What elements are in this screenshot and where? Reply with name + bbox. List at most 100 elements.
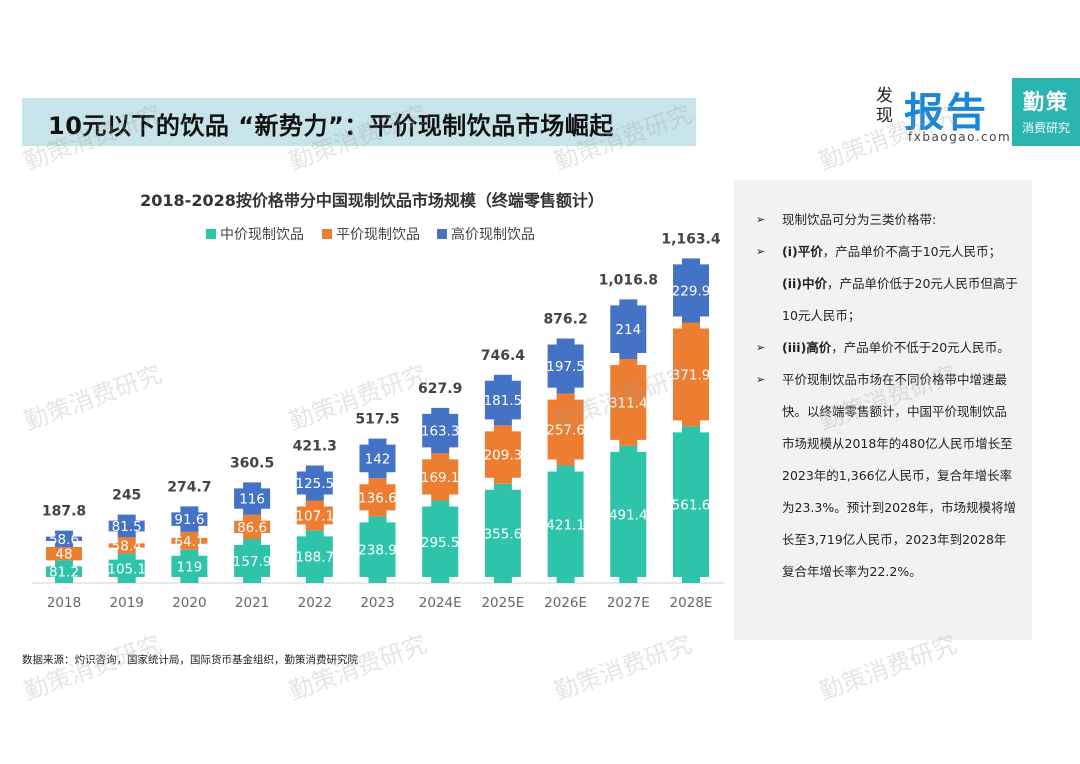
bar-segment-2 (484, 374, 521, 426)
fxbaogao-logo[interactable]: 发现 报告 fxbaogao.com (876, 80, 1010, 150)
x-tick-label: 2022 (298, 595, 332, 611)
bar-segment-0 (171, 549, 208, 583)
legend-swatch-0 (206, 229, 216, 239)
bar-segment-1 (422, 453, 459, 501)
data-label: 209.3 (484, 448, 523, 464)
side-note: ➢ 平价现制饮品市场在不同价格带中增速最快。以终端零售额计，中国平价现制饮品市场规… (756, 364, 1018, 588)
chart-title: 2018-2028按价格带分中国现制饮品市场规模（终端零售额计） (140, 191, 604, 210)
bar-segment-2 (234, 482, 271, 515)
total-label: 1,163.4 (661, 231, 721, 247)
data-label: 229.9 (672, 283, 711, 299)
data-label: 295.5 (421, 535, 460, 551)
bar-segment-0 (673, 426, 709, 583)
qince-logo-line1: 勤策 (1023, 90, 1069, 114)
bar-segment-0 (610, 445, 647, 583)
side-notes-list: ➢ 现制饮品可分为三类价格带: ➢ (i)平价，产品单价不高于10元人民币； (ii… (734, 180, 1032, 588)
stacked-bar-chart: 2018-2028按价格带分中国现制饮品市场规模（终端零售额计） 中价现制饮品 平… (32, 191, 724, 611)
data-label: 371.9 (672, 367, 711, 383)
bar-segment-2 (673, 258, 709, 323)
data-label: 58.6 (49, 532, 79, 548)
data-label: 421.1 (546, 517, 585, 533)
data-label: 214 (615, 322, 641, 338)
bar-segment-1 (673, 322, 709, 427)
total-label: 627.9 (418, 381, 462, 397)
bar-segment-2 (610, 299, 647, 360)
title-banner (22, 98, 696, 146)
fxbaogao-logo-small: 发现 (876, 86, 893, 126)
bar-segment-0 (547, 465, 584, 583)
data-label: 105.1 (107, 561, 146, 577)
x-tick-label: 2021 (235, 595, 269, 611)
side-note: ➢ (iii)高价，产品单价不低于20元人民币。 (756, 332, 1018, 364)
data-label: 48 (55, 547, 72, 563)
bar-segment-1 (234, 514, 271, 539)
total-label: 274.7 (167, 479, 211, 495)
data-label: 142 (365, 451, 391, 467)
data-label: 491.4 (609, 507, 648, 523)
data-label: 81.2 (49, 565, 79, 581)
bar-segment-2 (422, 407, 459, 454)
page-title: 10元以下的饮品 “新势力”：平价现制饮品市场崛起 (48, 112, 614, 140)
data-label: 116 (239, 492, 265, 508)
bar-segment-1 (171, 531, 208, 550)
bar-segment-1 (108, 537, 145, 554)
qince-logo[interactable]: 勤策 消费研究 (1012, 78, 1080, 146)
bar-segment-1 (484, 425, 521, 484)
data-label: 188.7 (295, 550, 334, 566)
legend-swatch-2 (437, 229, 447, 239)
bar-segment-2 (547, 338, 584, 394)
x-tick-label: 2027E (607, 595, 650, 611)
total-label: 187.8 (42, 504, 86, 520)
data-label: 91.6 (174, 512, 204, 528)
bar-segment-2 (296, 465, 333, 501)
data-label: 257.6 (546, 423, 585, 439)
data-label: 157.9 (233, 554, 272, 570)
bar-segment-1 (547, 393, 584, 466)
data-label: 311.4 (609, 395, 648, 411)
x-tick-label: 2018 (47, 595, 81, 611)
legend-label-1: 平价现制饮品 (336, 227, 420, 243)
data-label: 561.6 (672, 498, 711, 514)
data-label: 169.1 (421, 470, 460, 486)
x-tick-label: 2020 (172, 595, 206, 611)
data-label: 125.5 (295, 476, 334, 492)
bar-segment-0 (359, 516, 396, 583)
bar-segment-2 (171, 506, 208, 532)
data-label: 119 (177, 559, 203, 575)
data-label: 107.1 (295, 508, 334, 524)
fxbaogao-logo-big: 报告 (904, 90, 988, 136)
data-source-note: 数据来源：灼识咨询，国家统计局，国际货币基金组织，勤策消费研究院 (22, 654, 358, 666)
total-label: 876.2 (543, 312, 587, 328)
total-label: 421.3 (293, 438, 337, 454)
legend-label-0: 中价现制饮品 (220, 227, 304, 243)
bullet-icon: ➢ (756, 373, 766, 386)
x-tick-label: 2024E (419, 595, 462, 611)
data-label: 355.6 (484, 526, 523, 542)
x-tick-label: 2025E (481, 595, 524, 611)
side-note: ➢ 现制饮品可分为三类价格带: (756, 204, 1018, 236)
x-tick-label: 2026E (544, 595, 587, 611)
total-label: 1,016.8 (599, 272, 658, 288)
bar-segment-0 (108, 553, 145, 583)
data-label: 197.5 (546, 359, 585, 375)
chart-legend: 中价现制饮品 平价现制饮品 高价现制饮品 (206, 226, 535, 243)
data-label: 136.6 (358, 490, 397, 506)
data-label: 86.6 (237, 520, 267, 536)
bar-segment-1 (610, 359, 647, 446)
side-note: ➢ (i)平价，产品单价不高于10元人民币； (756, 236, 1018, 268)
bar-segment-1 (296, 500, 333, 531)
total-label: 746.4 (481, 348, 526, 364)
legend-swatch-1 (322, 229, 332, 239)
data-label: 181.5 (484, 393, 523, 409)
x-tick-label: 2028E (670, 595, 713, 611)
total-label: 245 (112, 488, 141, 504)
fxbaogao-logo-url: fxbaogao.com (908, 130, 1012, 144)
total-label: 517.5 (355, 412, 399, 428)
bar-segment-0 (46, 560, 82, 583)
side-note: (ii)中价，产品单价低于20元人民币但高于10元人民币； (782, 276, 1018, 323)
bar-segment-0 (422, 500, 459, 583)
bar-segment-2 (108, 514, 145, 538)
total-label: 360.5 (230, 455, 274, 471)
x-tick-label: 2023 (360, 595, 394, 611)
